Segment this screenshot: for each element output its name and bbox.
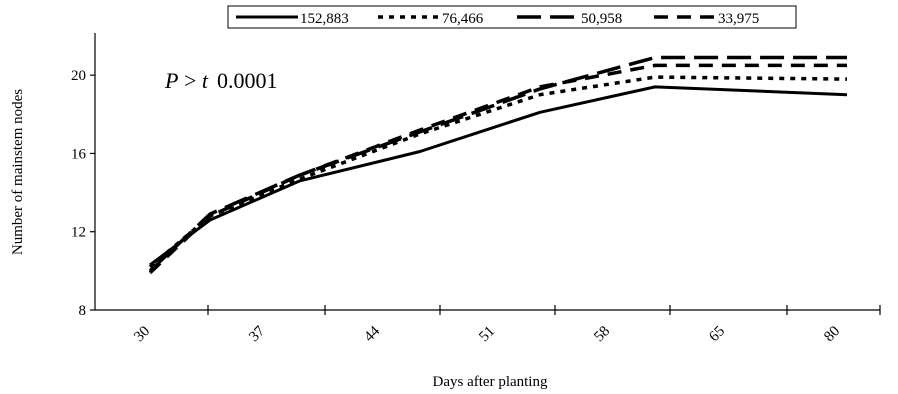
series-lines bbox=[148, 55, 848, 275]
y-tick-label: 12 bbox=[71, 225, 86, 241]
x-tick-label: 80 bbox=[821, 323, 843, 345]
p-value-annotation: P > t 0.0001 bbox=[164, 68, 278, 93]
x-tick-label: 65 bbox=[706, 323, 728, 345]
x-axis-title: Days after planting bbox=[433, 374, 548, 390]
y-ticks: 8 12 16 20 bbox=[71, 68, 95, 319]
legend-label: 50,958 bbox=[581, 11, 622, 27]
annotation-value: 0.0001 bbox=[217, 68, 278, 93]
y-tick-label: 20 bbox=[71, 68, 86, 84]
annotation-p: P bbox=[164, 68, 178, 93]
legend-label: 76,466 bbox=[442, 11, 484, 27]
series-line-76466 bbox=[148, 75, 848, 269]
x-tick-label: 58 bbox=[591, 323, 613, 345]
legend-label: 152,883 bbox=[300, 11, 349, 27]
axes bbox=[94, 33, 880, 311]
series-line-152883 bbox=[149, 85, 848, 267]
series-line-50958 bbox=[148, 55, 847, 273]
x-ticks: 30 37 44 51 58 65 80 bbox=[131, 305, 881, 345]
legend-box bbox=[227, 5, 797, 29]
x-tick-label: 30 bbox=[131, 323, 153, 345]
y-axis-title: Number of mainstem nodes bbox=[10, 89, 26, 255]
legend-label: 33,975 bbox=[718, 11, 759, 27]
annotation-gt: > bbox=[178, 68, 201, 93]
annotation-t: t bbox=[202, 68, 209, 93]
x-tick-label: 51 bbox=[476, 323, 498, 345]
x-tick-label: 37 bbox=[246, 323, 268, 345]
legend: 152,883 76,466 50,958 33,975 bbox=[227, 5, 797, 29]
y-tick-label: 8 bbox=[79, 303, 87, 319]
series-line-33975 bbox=[148, 63, 847, 275]
y-tick-label: 16 bbox=[71, 146, 87, 162]
x-tick-label: 44 bbox=[361, 323, 383, 345]
